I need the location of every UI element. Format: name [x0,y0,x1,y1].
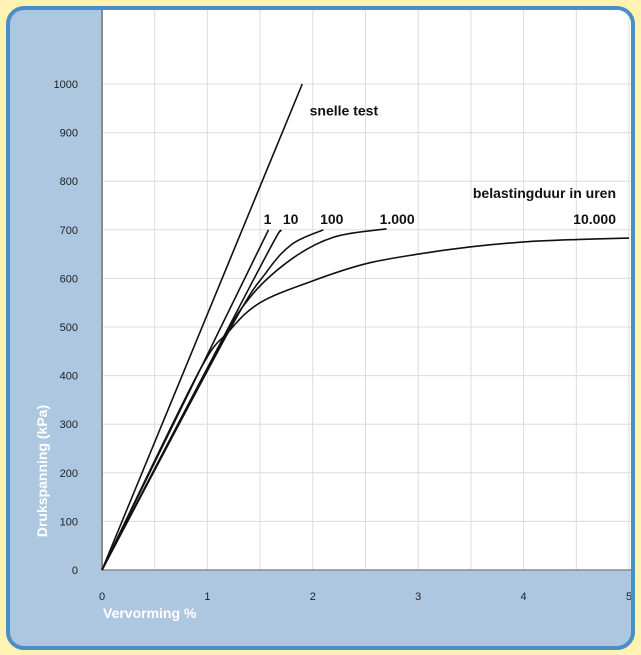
series-label: snelle test [310,103,379,119]
x-tick-label: 0 [99,591,105,603]
series-label: 10.000 [573,211,616,227]
y-axis-title: Drukspanning (kPa) [34,405,50,537]
series-line [101,83,303,571]
series-lines [101,83,630,571]
axes [101,10,631,571]
y-tick-label: 1000 [54,79,78,91]
series-line [101,237,630,571]
y-tick-label: 900 [60,128,78,140]
y-tick-label: 700 [60,225,78,237]
series-label: 10 [283,211,299,227]
y-tick-label: 800 [60,176,78,188]
chart-svg: 0 100 200 300 400 500 600 700 800 900 1000 0 1 2 3 4 5 s… [34,10,632,621]
series-labels: snelle test 1 10 100 1.000 10.000 [264,103,617,227]
chart-frame: 0 100 200 300 400 500 600 700 800 900 1000 0 1 2 3 4 5 s… [6,6,635,650]
y-tick-label: 300 [60,419,78,431]
series-label: 100 [320,211,344,227]
y-tick-label: 100 [60,516,78,528]
plot-area [102,10,631,570]
x-tick-label: 1 [204,591,210,603]
y-tick-label: 400 [60,371,78,383]
tick-labels: 0 100 200 300 400 500 600 700 800 900 1000 0 1 2 3 4 5 [54,79,632,603]
x-tick-label: 4 [521,591,527,603]
x-tick-label: 5 [626,591,632,603]
x-tick-label: 3 [415,591,421,603]
x-tick-label: 2 [310,591,316,603]
y-tick-label: 500 [60,322,78,334]
y-tick-label: 600 [60,273,78,285]
series-label: 1 [264,211,272,227]
x-axis-title: Vervorming % [103,605,197,621]
y-tick-label: 200 [60,468,78,480]
series-line [101,228,387,571]
legend-title: belastingduur in uren [473,185,616,201]
series-label: 1.000 [380,211,415,227]
y-tick-label: 0 [72,565,78,577]
